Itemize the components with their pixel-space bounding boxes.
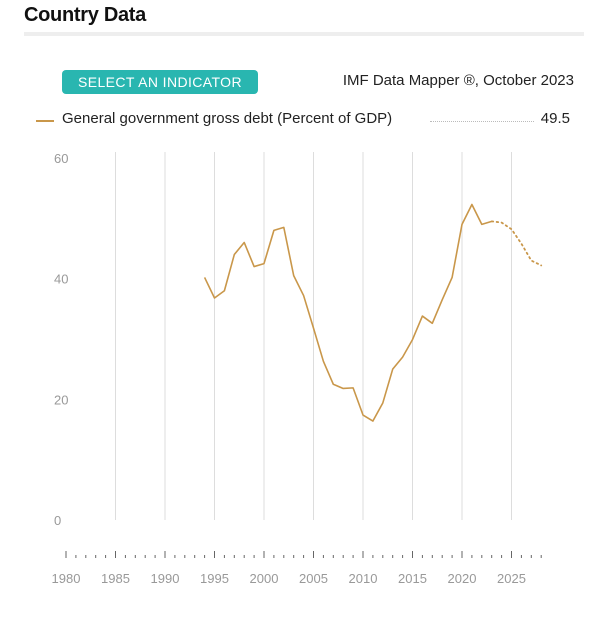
legend-value: 49.5 [540,110,570,127]
x-tick-label: 2020 [448,571,477,586]
x-tick-label: 2005 [299,571,328,586]
legend-swatch [36,120,54,122]
projection-series-line [490,220,543,267]
title-divider [24,32,584,36]
x-tick-label: 2015 [398,571,427,586]
select-indicator-button[interactable]: SELECT AN INDICATOR [62,70,258,94]
x-tick-label: 1985 [101,571,130,586]
debt-series-line [203,203,492,422]
y-tick-label: 40 [54,272,68,287]
legend[interactable]: General government gross debt (Percent o… [36,110,576,130]
legend-label: General government gross debt (Percent o… [62,110,393,127]
legend-leader-line [430,121,534,122]
y-tick-label: 60 [54,151,68,166]
x-tick-label: 1995 [200,571,229,586]
source-text: IMF Data Mapper ®, October 2023 [342,72,574,89]
x-tick-label: 1990 [151,571,180,586]
page-title: Country Data [24,4,146,26]
x-tick-label: 2010 [349,571,378,586]
y-tick-label: 20 [54,392,68,407]
x-tick-label: 1980 [52,571,81,586]
y-tick-label: 0 [54,513,61,528]
x-tick-label: 2025 [497,571,526,586]
x-tick-label: 2000 [250,571,279,586]
